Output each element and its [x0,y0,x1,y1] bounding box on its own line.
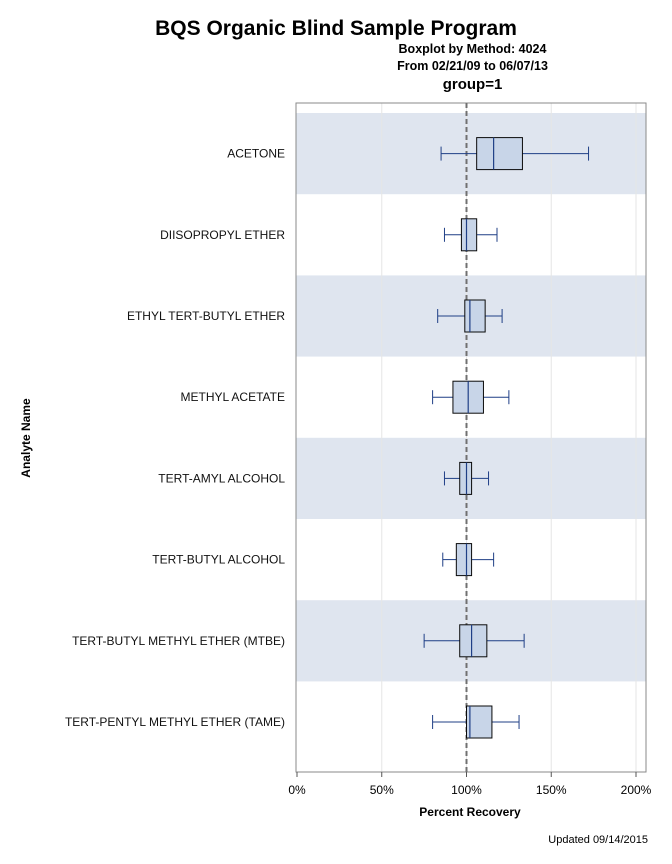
chart-group-label: group=1 [442,76,503,93]
x-tick-label: 150% [536,783,567,797]
x-tick-label: 100% [451,783,482,797]
box-item [437,299,503,333]
box-item [440,137,590,171]
x-tick-label: 200% [621,783,652,797]
box-iqr [459,461,473,495]
box-iqr [466,705,493,739]
chart-subtitle-daterange: From 02/21/09 to 06/07/13 [397,59,548,73]
x-tick-label: 50% [370,783,394,797]
grid-lines [381,103,637,772]
category-label: ACETONE [227,147,285,161]
box-iqr [460,218,478,252]
box-iqr [476,137,523,171]
x-axis: 0% 50% 100% 150% 200% [288,772,652,797]
box-iqr [459,624,488,658]
category-labels: ACETONE DIISOPROPYL ETHER ETHYL TERT-BUTYL… [65,147,285,729]
category-label: TERT-BUTYL ALCOHOL [152,553,285,567]
category-label: TERT-PENTYL METHYL ETHER (TAME) [65,715,285,729]
category-label: TERT-BUTYL METHYL ETHER (MTBE) [72,634,285,648]
plot-frame [295,102,647,773]
box-item [443,218,498,252]
box-iqr [464,299,486,333]
category-label: ETHYL TERT-BUTYL ETHER [127,309,285,323]
category-label: DIISOPROPYL ETHER [160,228,285,242]
box-item [432,380,510,414]
x-tick-label: 0% [288,783,306,797]
box-item [432,705,520,739]
category-label: TERT-AMYL ALCOHOL [158,471,285,485]
chart-subtitle-method: Boxplot by Method: 4024 [398,42,547,56]
updated-footer: Updated 09/14/2015 [548,834,648,846]
x-axis-label: Percent Recovery [419,805,521,819]
box-item [423,624,525,658]
category-label: METHYL ACETATE [181,390,285,404]
boxes-layer [423,137,590,739]
y-axis-label: Analyte Name [19,398,33,478]
box-item [443,461,490,495]
box-iqr [455,543,473,577]
box-item [442,543,495,577]
chart-title: BQS Organic Blind Sample Program [155,17,517,40]
